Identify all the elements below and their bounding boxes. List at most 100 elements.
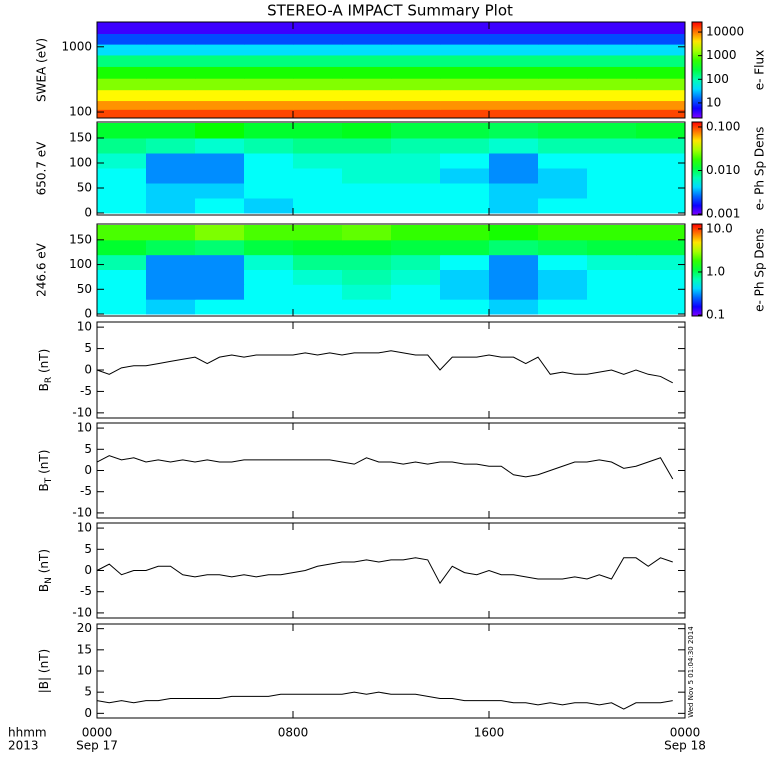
heatmap-cell [293, 138, 343, 154]
heatmap-cell [244, 224, 294, 241]
heatmap-cell [489, 183, 539, 199]
heatmap-cell [538, 153, 588, 169]
heatmap-cell [391, 22, 441, 34]
heatmap-cell [587, 89, 637, 102]
heatmap-cell [391, 89, 441, 102]
heatmap-cell [146, 183, 196, 199]
y-tick-label: 0 [84, 706, 92, 720]
heatmap-cell [195, 254, 245, 271]
heatmap-cell [587, 123, 637, 139]
heatmap-cell [489, 239, 539, 256]
timestamp: Wed Nov 5 01:04:30 2014 [687, 626, 695, 718]
heatmap-cell [440, 239, 490, 256]
heatmap-cell [587, 269, 637, 285]
y-axis-label: BR (nT) [37, 349, 54, 392]
panel: 10 100 1000 10000 e- Flux SWEA (eV) 100 1000 [35, 21, 767, 119]
heatmap-cell [538, 100, 588, 110]
heatmap-cell [146, 89, 196, 102]
heatmap-cell [636, 269, 686, 285]
y-label-main: B [37, 584, 51, 592]
y-tick-label: 150 [69, 131, 92, 145]
heatmap-cell [636, 54, 686, 67]
y-tick-label: -5 [80, 484, 92, 498]
heatmap-cell [195, 138, 245, 154]
y-tick-label: 20 [77, 621, 92, 635]
panel-frame [96, 121, 686, 216]
plot-title: STEREO-A IMPACT Summary Plot [267, 2, 513, 20]
heatmap-cell [244, 89, 294, 102]
heatmap-cell [342, 66, 392, 79]
panel-frame [96, 422, 686, 519]
heatmap-cell [636, 22, 686, 34]
heatmap-cell [538, 109, 588, 119]
heatmap-cell [489, 66, 539, 79]
heatmap-cell [489, 22, 539, 34]
y-label-unit: (nT) [37, 549, 51, 573]
y-label-main: B [37, 383, 51, 391]
heatmap-cell [97, 123, 147, 139]
heatmap-cell [195, 269, 245, 285]
heatmap-cell [146, 299, 196, 315]
y-label-unit: (nT) [37, 649, 51, 673]
y-axis-label: BT (nT) [37, 450, 54, 492]
colorbar-tick-label: 0.001 [706, 207, 740, 221]
heatmap-cell [146, 66, 196, 79]
heatmap-cell [293, 44, 343, 56]
colorbar-tick-label: 1.0 [706, 264, 725, 278]
y-label-main: |B| [37, 677, 51, 693]
x-tick-label: 0000 [82, 726, 113, 740]
heatmap-cell [391, 198, 441, 214]
heatmap-cell [440, 109, 490, 119]
heatmap-cell [342, 109, 392, 119]
heatmap-cell [440, 44, 490, 56]
heatmap-cell [538, 78, 588, 91]
heatmap-cell [587, 299, 637, 315]
heatmap-cell [97, 284, 147, 300]
colorbar-tick-label: 1000 [706, 48, 737, 62]
y-tick-label: 0 [84, 307, 92, 321]
heatmap-cell [244, 269, 294, 285]
heatmap-cell [489, 78, 539, 91]
x-date-label: Sep 18 [664, 739, 706, 753]
heatmap-cell [587, 153, 637, 169]
heatmap-cell [97, 168, 147, 184]
heatmap-cell [636, 299, 686, 315]
heatmap-cell [636, 153, 686, 169]
y-tick-label: 10 [77, 320, 92, 334]
heatmap-cell [587, 284, 637, 300]
heatmap-cell [195, 33, 245, 45]
heatmap-cell [587, 224, 637, 241]
heatmap-cell [489, 33, 539, 45]
heatmap-cell [146, 153, 196, 169]
heatmap-cell [391, 123, 441, 139]
heatmap-cell [489, 168, 539, 184]
heatmap-cell [146, 22, 196, 34]
heatmap-cell [538, 239, 588, 256]
heatmap-cell [538, 33, 588, 45]
heatmap-cell [391, 153, 441, 169]
heatmap-cell [293, 183, 343, 199]
heatmap-cell [636, 89, 686, 102]
heatmap-cell [97, 33, 147, 45]
heatmap-cell [244, 66, 294, 79]
heatmap-cell [636, 123, 686, 139]
heatmap-cell [342, 153, 392, 169]
heatmap-cell [293, 168, 343, 184]
heatmap-cell [146, 138, 196, 154]
heatmap-cell [293, 269, 343, 285]
heatmap-cell [636, 138, 686, 154]
x-unit-label: hhmm [8, 726, 47, 740]
heatmap-cell [636, 33, 686, 45]
panel-frame [96, 623, 686, 719]
heatmap-cell [489, 138, 539, 154]
colorbar-label: e- Flux [753, 50, 767, 90]
heatmap-cell [97, 54, 147, 67]
heatmap-cell [636, 183, 686, 199]
y-tick-label: 1000 [61, 39, 92, 53]
heatmap-cell [97, 66, 147, 79]
heatmap-cell [146, 78, 196, 91]
heatmap-cell [342, 22, 392, 34]
heatmap-cell [636, 254, 686, 271]
heatmap-cell [195, 153, 245, 169]
